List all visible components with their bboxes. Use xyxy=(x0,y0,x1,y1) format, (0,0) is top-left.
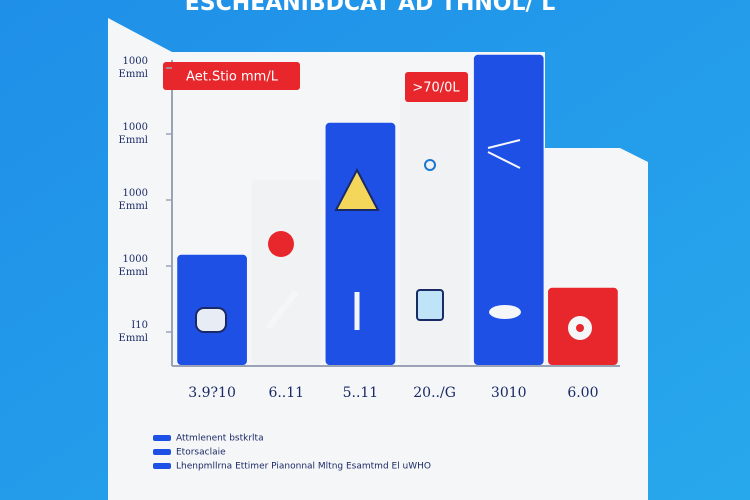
icon xyxy=(576,324,584,332)
chart-title: ESCHEANIBDCAT AD THNOL/ L xyxy=(185,0,555,16)
icon xyxy=(334,167,380,211)
legend-swatch xyxy=(153,435,171,441)
y-tick-label: 1000 Emml xyxy=(118,188,148,212)
y-tick-label: 1000 Emml xyxy=(118,254,148,278)
y-tick-label: 1000 Emml xyxy=(118,122,148,146)
icon xyxy=(489,305,521,319)
legend-swatch xyxy=(153,463,171,469)
legend-label: Etorsaclaie xyxy=(176,448,226,458)
icon xyxy=(487,139,521,169)
annotation: Aet.Stio mm/L xyxy=(186,70,279,85)
x-tick-label: 6.00 xyxy=(567,385,598,401)
icon xyxy=(195,307,227,333)
legend-label: Attmlenent bstkrlta xyxy=(176,434,264,444)
legend-label: Lhenpmllrna Ettimer Pianonnal Mltng Esam… xyxy=(176,462,431,472)
x-tick-label: 3.9?10 xyxy=(188,385,236,401)
x-tick-label: 20../G xyxy=(413,385,456,401)
y-tick-label: 1000 Emml xyxy=(118,56,148,80)
bars xyxy=(177,54,618,366)
legend-swatch xyxy=(153,449,171,455)
icon xyxy=(265,290,299,330)
bar xyxy=(399,97,470,365)
bar xyxy=(325,122,396,365)
bar xyxy=(473,54,544,366)
x-tick-label: 6..11 xyxy=(268,385,304,401)
icon xyxy=(424,159,436,171)
y-tick-label: I10 Emml xyxy=(118,320,148,344)
x-tick-label: 3010 xyxy=(491,385,527,401)
icon xyxy=(416,289,444,321)
annotation-box xyxy=(405,72,468,102)
bar xyxy=(251,180,322,365)
icons xyxy=(195,139,592,340)
x-tick-label: 5..11 xyxy=(343,385,379,401)
annotation-box xyxy=(163,62,300,90)
annotation: >70/0L xyxy=(412,81,460,96)
icon xyxy=(268,231,294,257)
